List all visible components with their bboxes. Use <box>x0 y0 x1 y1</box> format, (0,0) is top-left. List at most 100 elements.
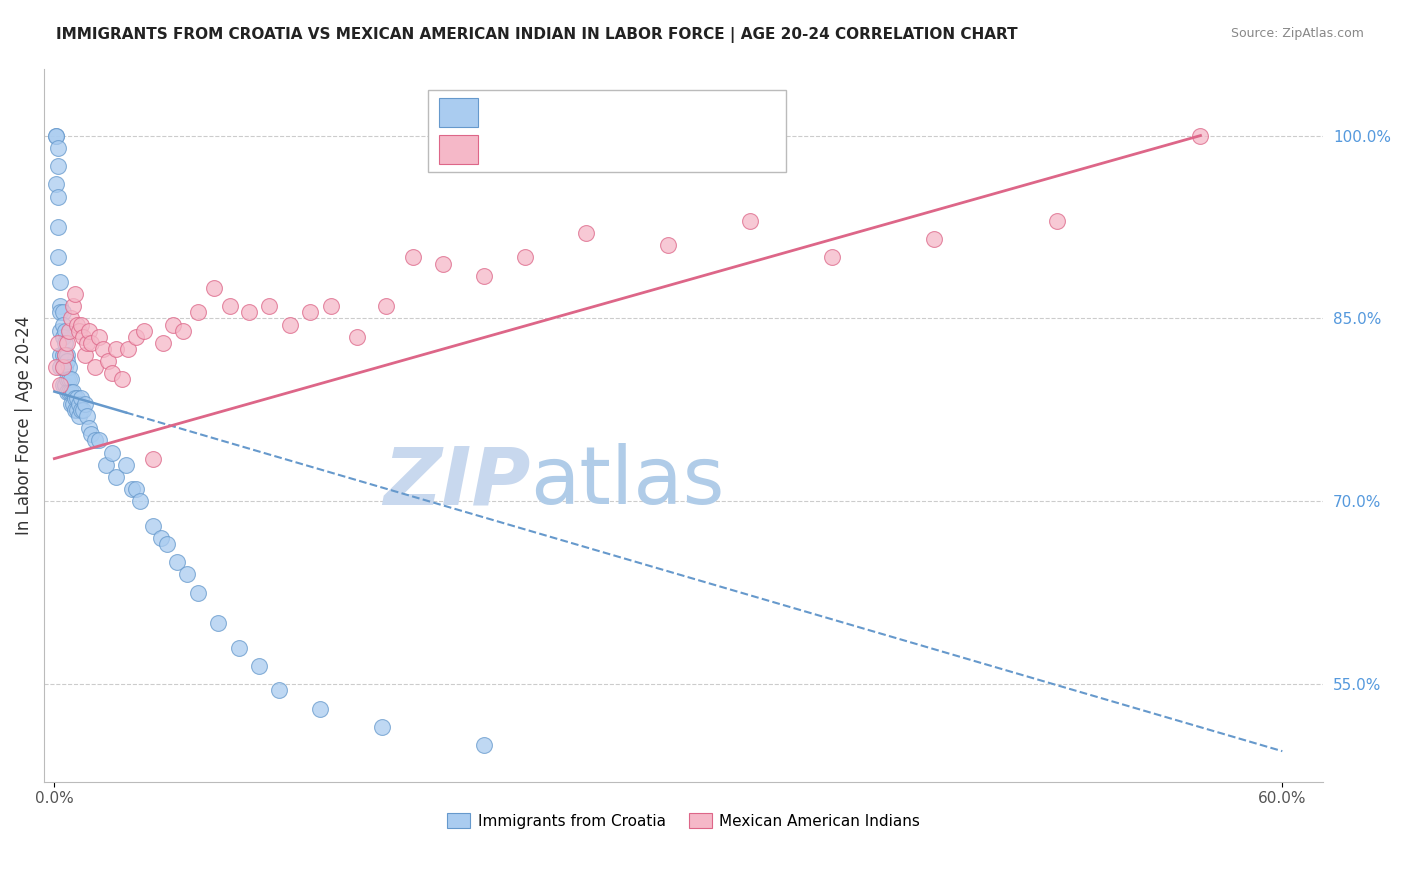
Point <box>129 494 152 508</box>
Point <box>125 482 148 496</box>
Point <box>104 470 127 484</box>
Point <box>51 318 73 332</box>
Y-axis label: In Labor Force | Age 20-24: In Labor Force | Age 20-24 <box>15 316 32 534</box>
Point <box>176 567 198 582</box>
Text: ZIP: ZIP <box>382 443 530 521</box>
Point <box>278 318 301 332</box>
Point <box>58 360 80 375</box>
Point <box>401 251 423 265</box>
Point <box>59 372 82 386</box>
Point <box>821 251 844 265</box>
Point <box>247 658 270 673</box>
Point <box>149 531 172 545</box>
Point <box>100 366 122 380</box>
Point <box>53 348 76 362</box>
Point <box>67 397 90 411</box>
Point <box>319 299 342 313</box>
Point <box>49 348 72 362</box>
Point <box>70 391 93 405</box>
Point <box>115 458 138 472</box>
Point <box>62 299 84 313</box>
Point <box>53 335 76 350</box>
Point <box>55 384 77 399</box>
Point <box>202 281 225 295</box>
Point <box>93 342 115 356</box>
Point <box>62 384 84 399</box>
Point <box>55 348 77 362</box>
Point <box>121 482 143 496</box>
Point <box>219 299 242 313</box>
Point <box>66 318 89 332</box>
Point <box>53 324 76 338</box>
Text: Source: ZipAtlas.com: Source: ZipAtlas.com <box>1230 27 1364 40</box>
Point <box>51 348 73 362</box>
Point <box>172 324 194 338</box>
Point <box>76 335 98 350</box>
Point <box>77 324 100 338</box>
Point <box>48 141 70 155</box>
Point <box>45 128 67 143</box>
Point <box>472 268 495 283</box>
Point <box>73 348 96 362</box>
Point <box>1189 128 1212 143</box>
Point <box>72 402 94 417</box>
Point <box>58 324 80 338</box>
Point <box>63 287 86 301</box>
Point <box>228 640 250 655</box>
Point <box>59 384 82 399</box>
Point <box>472 738 495 752</box>
Point <box>162 318 184 332</box>
Point <box>58 384 80 399</box>
Point <box>100 445 122 459</box>
Point <box>67 409 90 423</box>
Point <box>187 585 209 599</box>
Point <box>740 214 762 228</box>
Point <box>76 409 98 423</box>
Point <box>89 329 111 343</box>
Point <box>55 354 77 368</box>
Point <box>51 305 73 319</box>
Point <box>575 226 598 240</box>
Point <box>269 683 291 698</box>
Point <box>924 232 946 246</box>
Point <box>238 305 260 319</box>
Point <box>72 329 94 343</box>
Legend: Immigrants from Croatia, Mexican American Indians: Immigrants from Croatia, Mexican America… <box>441 806 927 835</box>
Point <box>62 397 84 411</box>
Point <box>63 391 86 405</box>
Point <box>84 434 107 448</box>
Point <box>104 342 127 356</box>
Point <box>53 378 76 392</box>
Point <box>70 318 93 332</box>
Point <box>58 372 80 386</box>
Point <box>48 189 70 203</box>
Point <box>49 360 72 375</box>
Point <box>207 616 229 631</box>
Point <box>51 378 73 392</box>
Point <box>73 397 96 411</box>
Point <box>117 342 139 356</box>
Point <box>48 219 70 234</box>
Point <box>125 329 148 343</box>
Point <box>48 335 70 350</box>
Point <box>166 555 188 569</box>
Point <box>45 128 67 143</box>
Point <box>142 518 165 533</box>
Point <box>371 720 394 734</box>
Point <box>187 305 209 319</box>
Point <box>432 256 454 270</box>
Point <box>45 360 67 375</box>
Point <box>55 335 77 350</box>
Point <box>299 305 322 319</box>
Point <box>53 360 76 375</box>
Text: IMMIGRANTS FROM CROATIA VS MEXICAN AMERICAN INDIAN IN LABOR FORCE | AGE 20-24 CO: IMMIGRANTS FROM CROATIA VS MEXICAN AMERI… <box>56 27 1018 43</box>
Point <box>66 402 89 417</box>
Point <box>346 329 368 343</box>
Point <box>80 427 103 442</box>
Point <box>96 354 118 368</box>
Point <box>49 324 72 338</box>
Point <box>142 451 165 466</box>
Point <box>49 275 72 289</box>
Point <box>1046 214 1069 228</box>
Point <box>48 159 70 173</box>
